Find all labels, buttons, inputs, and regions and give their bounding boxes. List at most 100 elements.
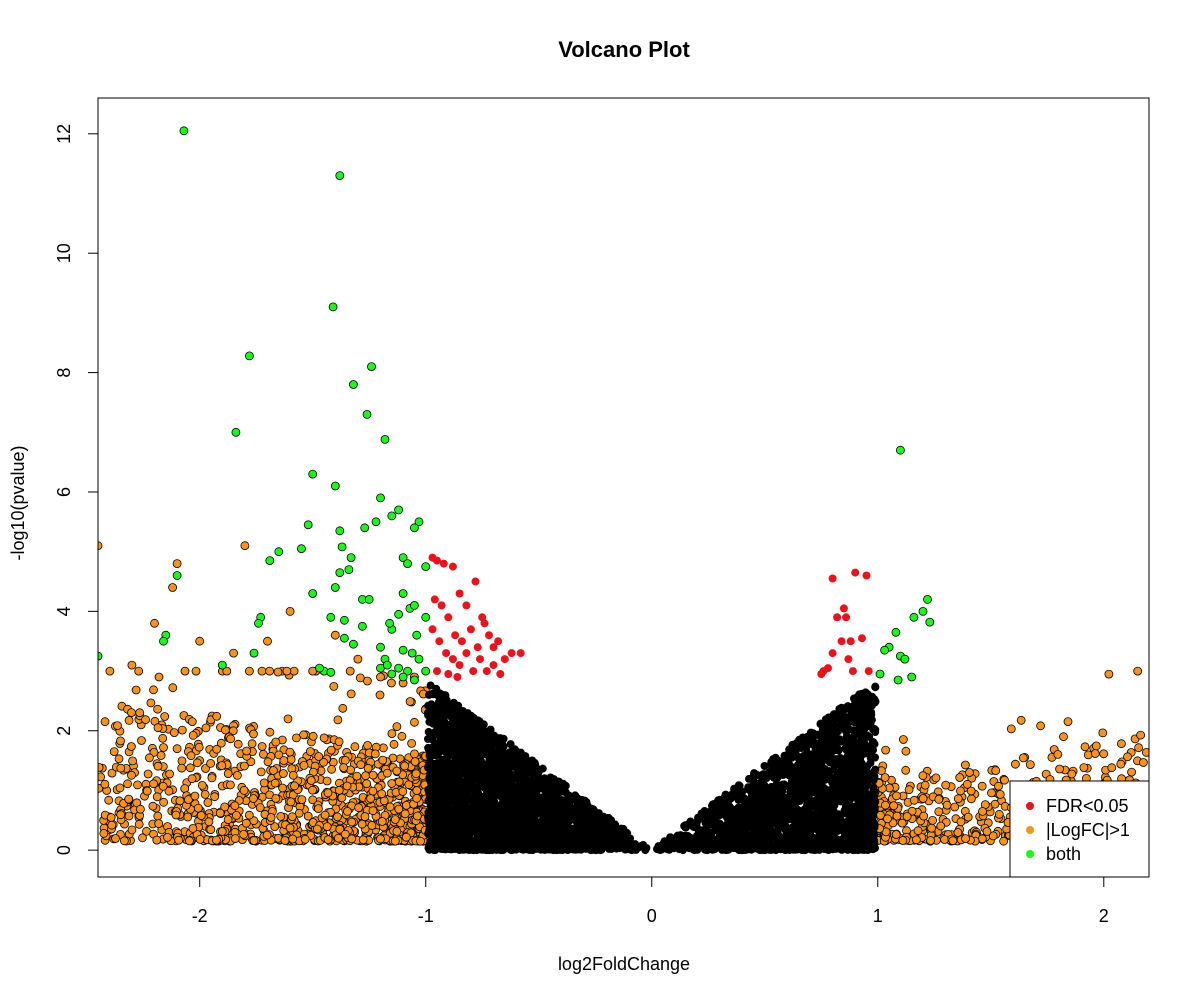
point-logfc — [362, 779, 372, 789]
point-logfc — [892, 811, 902, 821]
point-logfc — [300, 834, 310, 844]
point-logfc — [313, 804, 323, 813]
point-logfc — [231, 811, 241, 820]
point-logfc — [124, 794, 134, 804]
point-logfc — [241, 818, 251, 828]
point-logfc — [928, 816, 937, 825]
point-logfc — [99, 829, 109, 838]
point-logfc — [881, 800, 890, 810]
point-logfc — [127, 825, 137, 835]
point-logfc — [158, 781, 168, 791]
point-logfc — [138, 833, 147, 843]
point-logfc — [1016, 715, 1026, 725]
point-nonsig — [869, 784, 878, 793]
point-logfc — [127, 770, 136, 780]
point-logfc — [405, 697, 415, 706]
point-logfc — [1000, 775, 1009, 785]
point-logfc — [899, 735, 908, 744]
point-logfc — [963, 812, 973, 822]
point-logfc — [355, 673, 365, 683]
point-logfc — [357, 819, 367, 829]
point-logfc — [148, 801, 158, 811]
point-logfc — [98, 772, 105, 782]
point-logfc — [955, 773, 965, 782]
point-logfc — [375, 690, 385, 700]
point-logfc — [940, 835, 949, 844]
point-logfc — [159, 743, 168, 752]
point-logfc — [398, 787, 408, 796]
point-logfc — [128, 756, 138, 766]
point-logfc — [247, 739, 257, 749]
point-logfc — [1006, 724, 1016, 734]
point-logfc — [308, 785, 317, 795]
point-logfc — [174, 835, 184, 845]
point-logfc — [142, 786, 152, 796]
point-logfc — [126, 742, 136, 751]
point-logfc — [124, 811, 134, 821]
point-logfc — [367, 821, 377, 830]
point-logfc — [361, 771, 371, 781]
point-logfc — [278, 783, 288, 793]
point-logfc — [286, 797, 296, 807]
point-logfc — [239, 786, 249, 795]
point-logfc — [956, 786, 965, 796]
point-logfc — [962, 779, 972, 789]
point-logfc — [889, 801, 899, 811]
point-logfc — [159, 797, 169, 807]
point-logfc — [967, 794, 976, 804]
point-logfc — [377, 817, 387, 826]
point-logfc — [289, 666, 299, 676]
point-logfc — [299, 761, 309, 770]
point-logfc — [222, 666, 232, 676]
point-logfc — [133, 780, 142, 790]
point-logfc — [116, 810, 126, 820]
point-logfc — [994, 809, 1004, 819]
point-logfc — [410, 757, 420, 766]
point-logfc — [1136, 730, 1145, 740]
point-logfc — [225, 780, 235, 790]
point-logfc — [934, 807, 944, 817]
point-logfc — [163, 833, 172, 842]
point-logfc — [401, 832, 411, 842]
point-logfc — [290, 781, 299, 791]
point-nonsig — [859, 762, 868, 771]
point-logfc — [206, 825, 216, 834]
point-logfc — [1123, 752, 1132, 762]
point-logfc — [965, 768, 974, 777]
point-logfc — [326, 745, 336, 755]
point-logfc — [1127, 767, 1136, 777]
point-nonsig — [734, 791, 743, 800]
point-logfc — [991, 766, 1001, 775]
point-logfc — [1079, 763, 1089, 772]
point-logfc — [206, 759, 216, 768]
point-logfc — [953, 828, 963, 837]
point-logfc — [193, 803, 203, 813]
point-logfc — [1011, 759, 1020, 769]
point-logfc — [392, 722, 402, 731]
point-logfc — [314, 752, 324, 761]
point-logfc — [901, 746, 911, 756]
point-logfc — [123, 779, 132, 789]
point-logfc — [956, 817, 966, 827]
point-logfc — [268, 766, 278, 775]
point-logfc — [270, 778, 280, 788]
point-logfc — [978, 807, 987, 816]
point-logfc — [152, 792, 162, 802]
point-logfc — [154, 819, 164, 828]
point-logfc — [1098, 728, 1108, 738]
point-logfc — [211, 835, 221, 845]
point-logfc — [322, 822, 332, 831]
point-logfc — [347, 817, 357, 827]
point-logfc — [185, 836, 194, 846]
point-logfc — [919, 811, 929, 821]
y-axis-label: -log10(pvalue) — [8, 445, 28, 560]
point-logfc — [342, 781, 352, 791]
point-logfc — [276, 812, 286, 821]
point-logfc — [322, 776, 332, 786]
point-logfc — [107, 820, 117, 830]
point-logfc — [160, 712, 170, 721]
point-logfc — [153, 723, 163, 733]
point-logfc — [299, 730, 309, 740]
point-logfc — [228, 726, 238, 736]
point-logfc — [210, 792, 220, 802]
